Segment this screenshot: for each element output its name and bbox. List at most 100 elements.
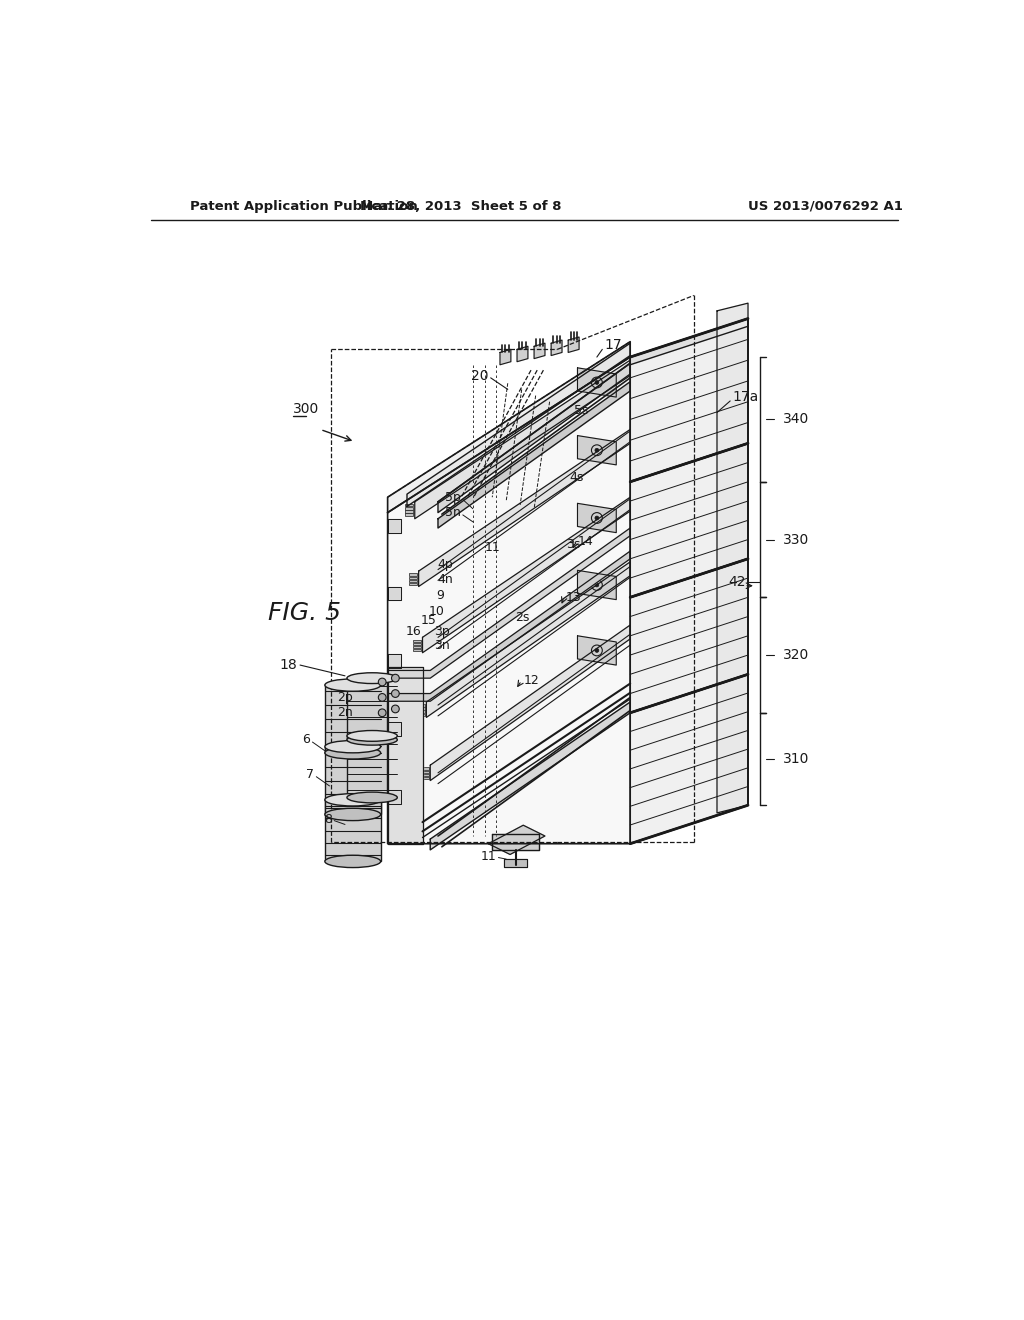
Text: FIG. 5: FIG. 5 bbox=[267, 601, 341, 624]
Polygon shape bbox=[407, 343, 630, 507]
Bar bbox=[421, 774, 429, 776]
Bar bbox=[325, 800, 381, 862]
Text: 2n: 2n bbox=[337, 706, 352, 719]
Bar bbox=[347, 678, 397, 739]
Ellipse shape bbox=[325, 678, 381, 692]
Polygon shape bbox=[430, 702, 630, 850]
Ellipse shape bbox=[391, 689, 399, 697]
Text: 5p: 5p bbox=[445, 491, 461, 504]
Bar bbox=[410, 582, 417, 585]
Ellipse shape bbox=[347, 792, 397, 803]
Ellipse shape bbox=[391, 675, 399, 682]
Ellipse shape bbox=[325, 747, 381, 759]
Polygon shape bbox=[388, 552, 630, 701]
Polygon shape bbox=[423, 498, 630, 653]
Text: 310: 310 bbox=[783, 752, 809, 766]
Text: 15: 15 bbox=[421, 614, 436, 627]
Bar bbox=[410, 579, 417, 582]
Polygon shape bbox=[415, 360, 630, 519]
Bar bbox=[410, 577, 417, 578]
Ellipse shape bbox=[378, 678, 386, 686]
Bar bbox=[410, 573, 417, 576]
Bar bbox=[421, 767, 429, 770]
Text: 330: 330 bbox=[783, 532, 809, 546]
Ellipse shape bbox=[325, 855, 381, 867]
Polygon shape bbox=[578, 570, 616, 599]
Text: Mar. 28, 2013  Sheet 5 of 8: Mar. 28, 2013 Sheet 5 of 8 bbox=[360, 199, 562, 213]
Text: 3n: 3n bbox=[434, 639, 450, 652]
Polygon shape bbox=[438, 363, 630, 512]
Polygon shape bbox=[535, 343, 545, 359]
Text: 20: 20 bbox=[471, 368, 488, 383]
Ellipse shape bbox=[325, 808, 381, 821]
Polygon shape bbox=[500, 350, 511, 364]
Polygon shape bbox=[488, 825, 545, 854]
Text: 300: 300 bbox=[293, 401, 319, 416]
Ellipse shape bbox=[325, 741, 381, 752]
Text: 16: 16 bbox=[406, 626, 421, 639]
Ellipse shape bbox=[595, 648, 599, 652]
Polygon shape bbox=[517, 346, 528, 362]
Polygon shape bbox=[388, 667, 423, 843]
Text: 17: 17 bbox=[604, 338, 623, 351]
Polygon shape bbox=[578, 436, 616, 465]
Bar bbox=[414, 645, 421, 648]
Ellipse shape bbox=[347, 673, 397, 684]
Text: 4p: 4p bbox=[437, 557, 454, 570]
Text: 5n: 5n bbox=[445, 506, 461, 519]
Text: 3s: 3s bbox=[566, 539, 581, 552]
Bar bbox=[414, 649, 421, 651]
Ellipse shape bbox=[595, 380, 599, 384]
Text: 2s: 2s bbox=[515, 611, 529, 624]
Text: 8: 8 bbox=[324, 813, 332, 825]
Polygon shape bbox=[493, 834, 539, 850]
Ellipse shape bbox=[595, 583, 599, 587]
Polygon shape bbox=[578, 636, 616, 665]
Polygon shape bbox=[388, 655, 400, 668]
Text: 7: 7 bbox=[306, 768, 314, 781]
Polygon shape bbox=[630, 318, 748, 843]
Polygon shape bbox=[426, 562, 630, 718]
Text: 14: 14 bbox=[578, 536, 593, 548]
Ellipse shape bbox=[378, 709, 386, 717]
Text: Patent Application Publication: Patent Application Publication bbox=[190, 199, 418, 213]
Text: 2p: 2p bbox=[337, 690, 352, 704]
Text: 17a: 17a bbox=[732, 391, 759, 404]
Text: 6: 6 bbox=[302, 733, 310, 746]
Bar bbox=[406, 511, 414, 512]
Polygon shape bbox=[388, 519, 400, 533]
Bar bbox=[421, 771, 429, 774]
Ellipse shape bbox=[347, 734, 397, 744]
Text: 42: 42 bbox=[728, 576, 745, 589]
Bar bbox=[325, 685, 381, 752]
Polygon shape bbox=[578, 503, 616, 533]
Polygon shape bbox=[630, 318, 748, 364]
Text: 3p: 3p bbox=[434, 624, 450, 638]
Polygon shape bbox=[717, 304, 748, 813]
Polygon shape bbox=[388, 528, 630, 678]
Text: 18: 18 bbox=[280, 659, 297, 672]
Polygon shape bbox=[551, 341, 562, 355]
Bar bbox=[414, 640, 421, 642]
Bar bbox=[406, 513, 414, 516]
Ellipse shape bbox=[325, 793, 381, 807]
Ellipse shape bbox=[595, 449, 599, 453]
Bar bbox=[414, 643, 421, 645]
Polygon shape bbox=[568, 337, 579, 352]
Polygon shape bbox=[388, 722, 400, 737]
Bar bbox=[421, 776, 429, 779]
Polygon shape bbox=[504, 859, 527, 867]
Text: 5s: 5s bbox=[573, 404, 588, 417]
Polygon shape bbox=[430, 626, 630, 780]
Text: 11: 11 bbox=[484, 541, 500, 554]
Polygon shape bbox=[438, 381, 630, 528]
Bar bbox=[406, 507, 414, 510]
Polygon shape bbox=[419, 429, 630, 586]
Text: 11: 11 bbox=[481, 850, 497, 862]
Bar bbox=[406, 504, 414, 507]
Ellipse shape bbox=[347, 730, 397, 742]
Bar bbox=[417, 705, 425, 706]
Ellipse shape bbox=[391, 705, 399, 713]
Ellipse shape bbox=[595, 516, 599, 520]
Text: 13: 13 bbox=[566, 591, 582, 603]
